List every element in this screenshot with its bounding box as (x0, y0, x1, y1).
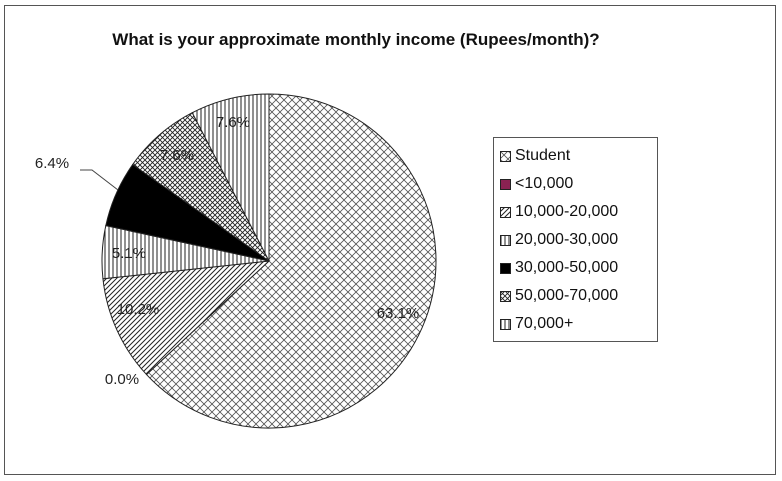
data-label-70-000: 7.6% (216, 114, 250, 131)
chart-legend: Student <10,000 10,000-20,000 20,000-30,000… (493, 137, 658, 342)
legend-item-student: Student (500, 146, 570, 166)
chart-title: What is your approximate monthly income … (112, 30, 600, 49)
data-label-20-000-30-000: 5.1% (112, 245, 146, 262)
legend-label: 70,000+ (515, 315, 574, 332)
legend-swatch (500, 178, 511, 190)
legend-swatch (500, 290, 511, 302)
legend-label: 10,000-20,000 (515, 203, 619, 220)
data-label-10-000: 0.0% (105, 371, 139, 388)
legend-item-50-000-70-000: 50,000-70,000 (500, 286, 618, 306)
data-label-30-000-50-000: 6.4% (35, 155, 69, 172)
legend-item-10-000: <10,000 (500, 174, 573, 194)
slice-student (145, 93, 437, 429)
legend-swatch (500, 234, 511, 246)
data-label-student: 63.1% (377, 305, 420, 322)
leader-line (80, 169, 119, 191)
legend-label: Student (515, 147, 571, 164)
legend-item-70-000: 70,000+ (500, 314, 573, 334)
legend-swatch (500, 150, 511, 162)
legend-item-30-000-50-000: 30,000-50,000 (500, 258, 618, 278)
data-label-10-000-20-000: 10.2% (117, 301, 160, 318)
legend-label: <10,000 (515, 175, 574, 192)
legend-label: 20,000-30,000 (515, 231, 619, 248)
legend-item-20-000-30-000: 20,000-30,000 (500, 230, 618, 250)
slice-70-000 (191, 93, 270, 262)
legend-label: 30,000-50,000 (515, 259, 619, 276)
legend-swatch (500, 262, 511, 274)
legend-label: 50,000-70,000 (515, 287, 619, 304)
legend-swatch (500, 206, 511, 218)
slice-10-000-20-000 (102, 260, 271, 376)
legend-item-10-000-20-000: 10,000-20,000 (500, 202, 618, 222)
legend-swatch (500, 318, 511, 330)
data-label-50-000-70-000: 7.6% (160, 147, 194, 164)
